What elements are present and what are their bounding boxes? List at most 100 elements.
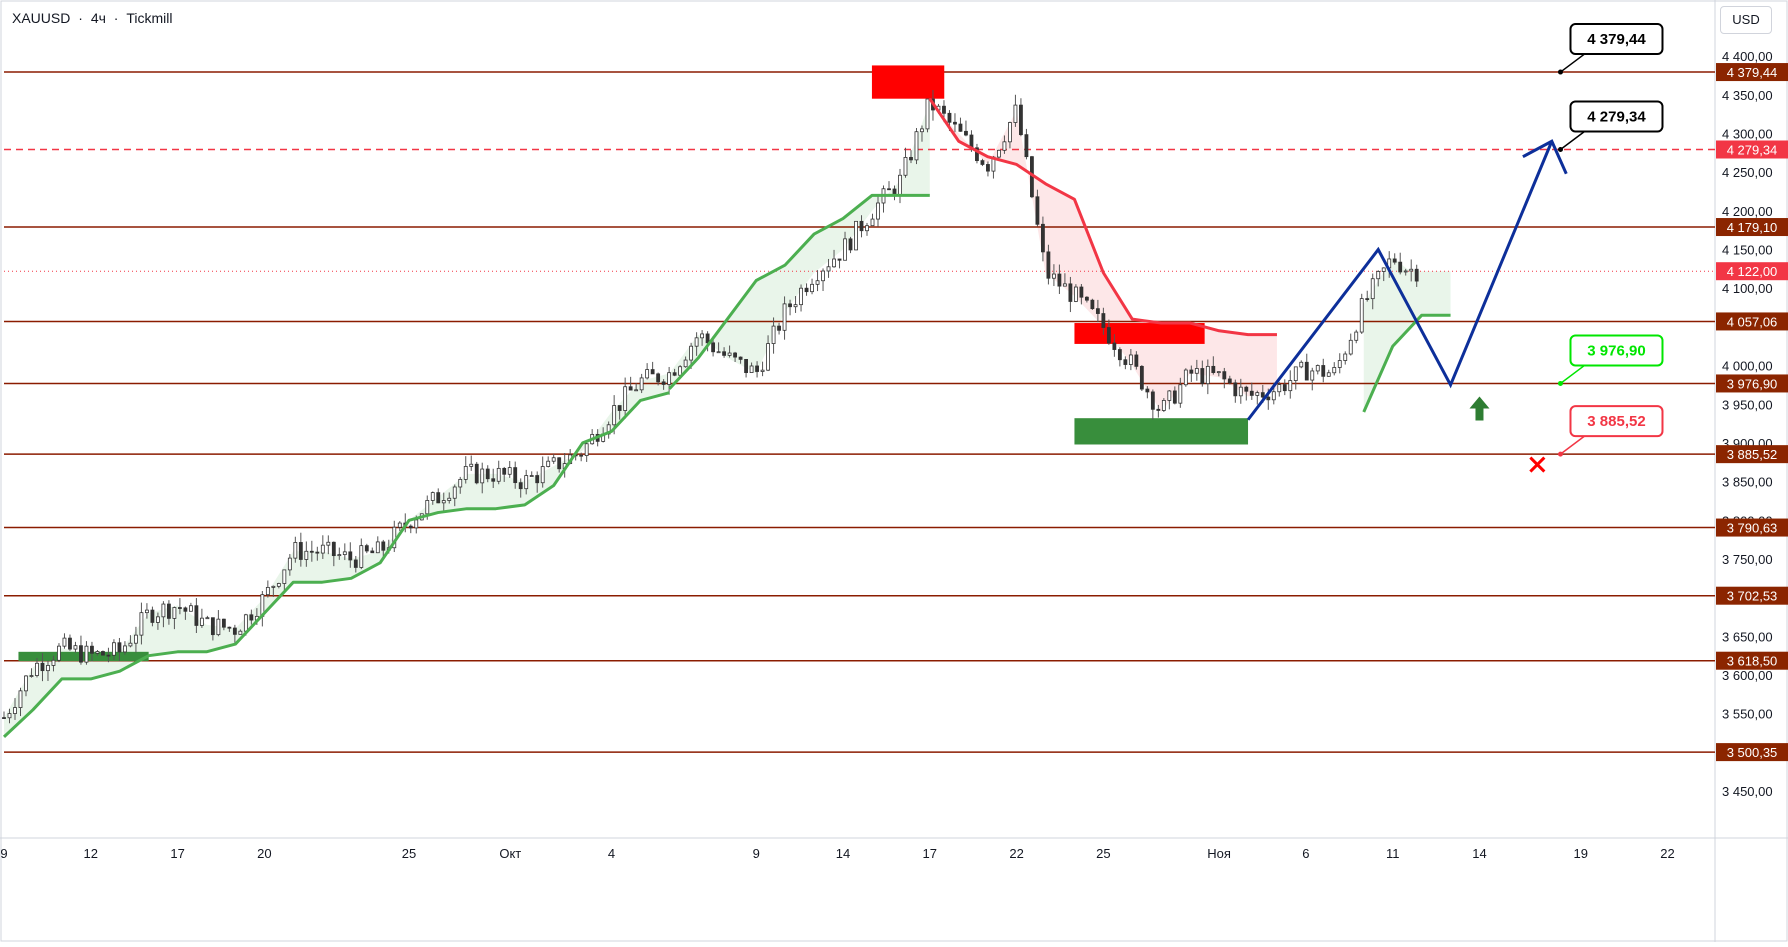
candle xyxy=(760,361,765,377)
candle-body xyxy=(1200,368,1205,385)
candle-body xyxy=(90,645,94,654)
callout-box xyxy=(1569,100,1664,133)
candle xyxy=(106,647,111,663)
candle-body xyxy=(749,365,754,373)
y-tick-label: 4 300,00 xyxy=(1722,127,1773,142)
candle xyxy=(1370,273,1375,310)
candle-body xyxy=(1398,261,1403,273)
candle xyxy=(293,536,298,563)
candle-body xyxy=(1139,365,1144,390)
currency-button[interactable]: USD xyxy=(1720,6,1772,34)
candle-body xyxy=(1354,331,1359,341)
candle xyxy=(513,461,518,489)
x-tick-label: 20 xyxy=(257,846,271,861)
candle-body xyxy=(782,303,787,331)
candle xyxy=(392,520,397,553)
candle xyxy=(436,488,441,504)
candle-body xyxy=(744,358,748,373)
candle xyxy=(249,609,254,625)
candle-body xyxy=(7,713,12,719)
candle xyxy=(1365,290,1370,302)
candle-body xyxy=(551,457,556,462)
callout-leader xyxy=(1560,364,1585,385)
level-price-label: 3 500,35 xyxy=(1727,745,1778,760)
candle-body xyxy=(29,675,34,677)
candle xyxy=(326,535,331,555)
candle xyxy=(145,603,149,619)
candle xyxy=(524,469,529,495)
candle-body xyxy=(700,333,705,339)
symbol-title[interactable]: XAUUSD · 4ч · Tickmill xyxy=(12,10,177,26)
candle-body xyxy=(40,662,45,672)
candle-body xyxy=(837,258,842,261)
candle-body xyxy=(452,486,457,499)
candle-body xyxy=(232,627,237,635)
candle-body xyxy=(342,551,347,556)
candle-body xyxy=(408,525,413,529)
candle-body xyxy=(1271,391,1276,401)
candle-body xyxy=(788,303,792,308)
timeframe-label[interactable]: 4ч xyxy=(90,10,106,26)
candle-body xyxy=(309,550,314,553)
level-price-label: 3 790,63 xyxy=(1727,521,1778,536)
candle-body xyxy=(1161,400,1166,411)
candle xyxy=(84,641,89,665)
y-tick-label: 4 250,00 xyxy=(1722,165,1773,180)
price-axis[interactable]: 4 400,00 4 350,00 4 300,00 4 250,00 4 200,00… xyxy=(1716,49,1788,799)
candle-body xyxy=(282,569,287,584)
candle-body xyxy=(705,333,710,344)
candle-body xyxy=(810,283,814,293)
candle xyxy=(579,452,584,462)
candle-body xyxy=(298,542,303,560)
candle-body xyxy=(1079,286,1084,298)
candle-body xyxy=(1090,299,1095,310)
candle xyxy=(320,535,325,559)
candle-body xyxy=(1249,390,1254,396)
candle-body xyxy=(1277,384,1282,393)
candle-body xyxy=(1293,366,1298,381)
candle-body xyxy=(458,478,463,488)
candle-body xyxy=(1183,369,1188,386)
candle-body xyxy=(150,609,155,623)
candle xyxy=(540,456,545,488)
candle-body xyxy=(46,665,50,672)
candle-body xyxy=(920,128,924,133)
candle xyxy=(463,456,468,484)
candle xyxy=(1189,365,1194,382)
candle-body xyxy=(579,454,584,457)
candle-body xyxy=(106,654,111,657)
y-tick-label: 4 200,00 xyxy=(1722,204,1773,219)
supertrend-up-line xyxy=(1362,313,1451,413)
candle xyxy=(1282,379,1287,396)
candle-body xyxy=(205,617,210,620)
candle xyxy=(68,634,72,651)
candle xyxy=(623,377,628,419)
x-tick-label: Ноя xyxy=(1207,846,1231,861)
time-axis[interactable]: 9 12 17 20 25 Окт 4 9 14 17 22 25 Ноя 6 11 14 19 22 xyxy=(0,846,1674,861)
candle-body xyxy=(227,626,232,629)
candle-body xyxy=(1167,390,1172,401)
candle xyxy=(458,476,463,494)
cross-stroke xyxy=(1529,456,1546,473)
candle xyxy=(342,543,347,561)
candle-body xyxy=(975,147,979,162)
red-zone xyxy=(871,65,945,99)
candle xyxy=(881,185,886,213)
candle xyxy=(408,524,413,534)
candle-body xyxy=(381,541,386,551)
candle-body xyxy=(815,280,820,285)
candle-body xyxy=(238,630,243,635)
candle-body xyxy=(529,475,534,477)
candle xyxy=(645,363,650,380)
candle-body xyxy=(139,612,144,636)
candle xyxy=(90,641,94,662)
candle-body xyxy=(128,642,133,647)
candle xyxy=(1200,360,1205,387)
candle xyxy=(238,629,243,635)
candle xyxy=(1194,359,1199,381)
candle-body xyxy=(79,645,83,663)
candle xyxy=(469,455,474,471)
candle xyxy=(804,283,809,296)
